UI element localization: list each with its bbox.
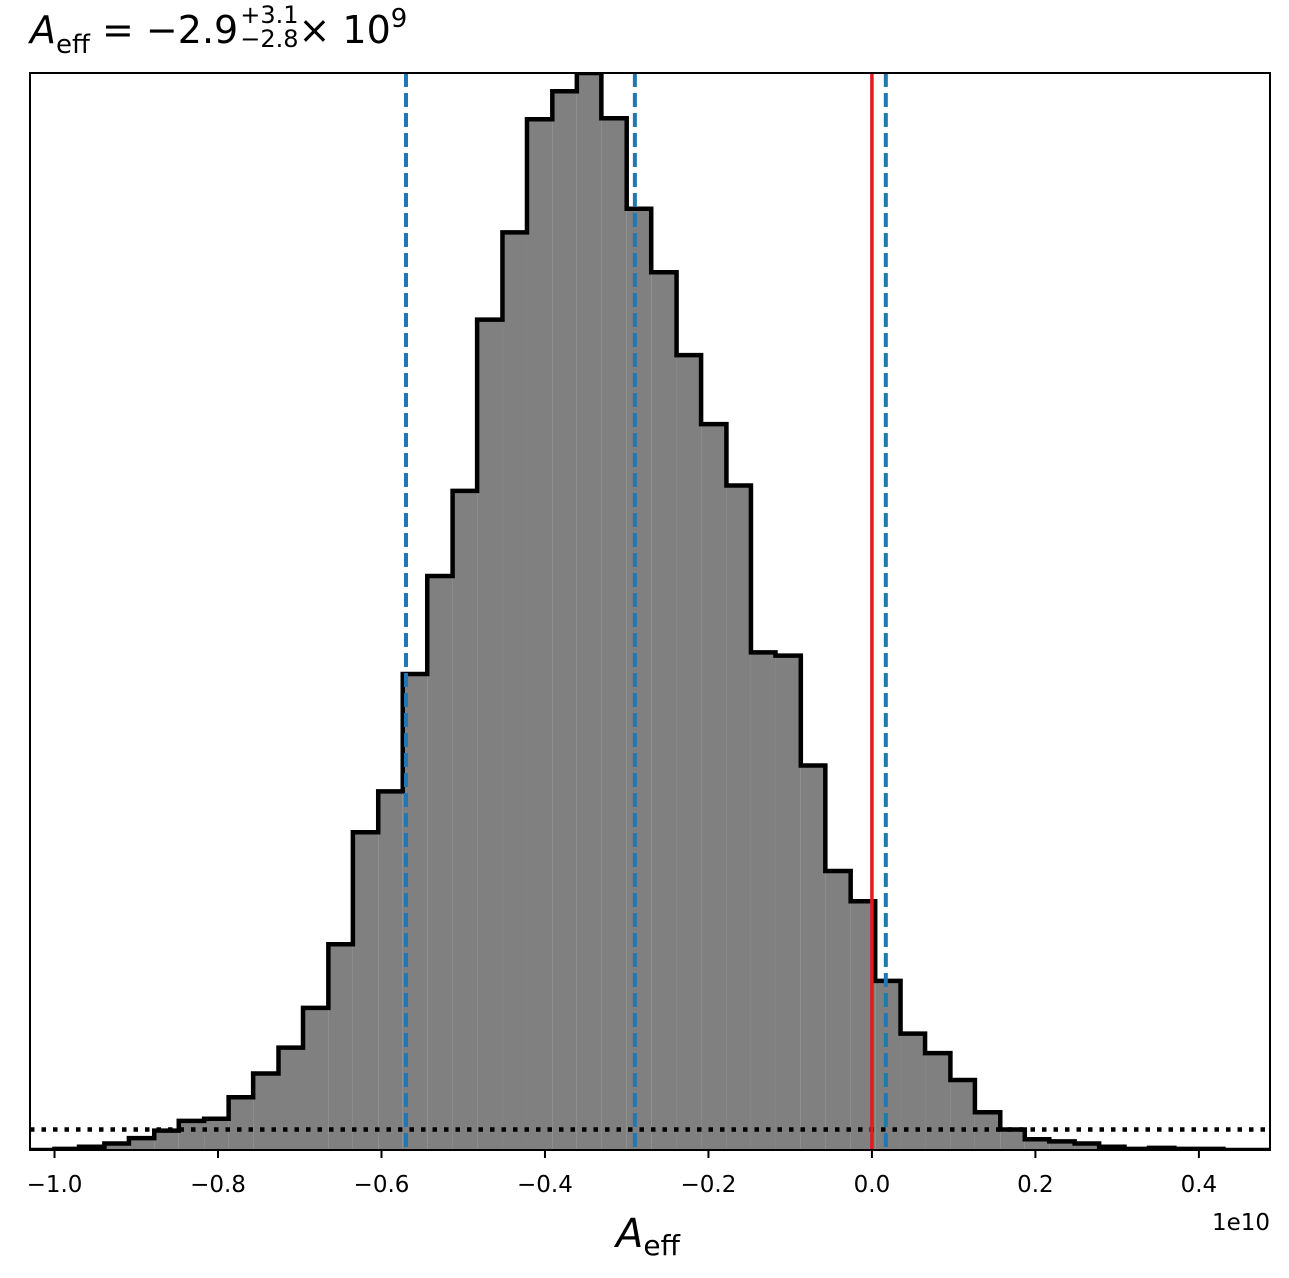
histogram-bar bbox=[701, 424, 727, 1150]
x-axis-label: Aeff bbox=[613, 1211, 681, 1262]
histogram-bar bbox=[576, 73, 602, 1150]
histogram-bar bbox=[552, 91, 577, 1150]
histogram-bar bbox=[427, 575, 453, 1150]
histogram-bar bbox=[204, 1118, 229, 1150]
title-value: = −2.9 bbox=[102, 8, 239, 52]
histogram-bar bbox=[526, 119, 553, 1150]
histogram-bar bbox=[726, 485, 751, 1150]
histogram-bar bbox=[452, 490, 478, 1150]
x-tick-label: 0.0 bbox=[854, 1172, 891, 1198]
histogram-bar bbox=[278, 1047, 304, 1150]
chart-title: Aeff = −2.9 +3.1 −2.8 × 109 bbox=[30, 3, 407, 61]
histogram-bar bbox=[750, 652, 776, 1150]
histogram-bar bbox=[477, 319, 503, 1150]
histogram-bar bbox=[228, 1097, 254, 1150]
x-axis-label-subscript: eff bbox=[643, 1229, 680, 1262]
histogram-bar bbox=[601, 118, 627, 1150]
histogram-bar bbox=[1074, 1143, 1100, 1150]
x-tick-label: −1.0 bbox=[27, 1172, 83, 1198]
title-errors: +3.1 −2.8 bbox=[240, 3, 298, 51]
histogram-bar bbox=[825, 871, 851, 1150]
histogram-bar bbox=[1049, 1141, 1075, 1150]
histogram-bar bbox=[104, 1143, 129, 1150]
title-plus-error: +3.1 bbox=[240, 0, 299, 29]
histogram-bar bbox=[676, 355, 702, 1150]
axes-frame bbox=[29, 72, 1271, 1151]
title-exponent: 9 bbox=[390, 4, 408, 34]
histogram-bar bbox=[154, 1130, 179, 1150]
x-tick-label: 0.4 bbox=[1181, 1172, 1218, 1198]
histogram-bar bbox=[800, 765, 826, 1150]
title-minus-error: −2.8 bbox=[240, 24, 299, 53]
x-axis-offset-label: 1e10 bbox=[1212, 1210, 1270, 1236]
histogram-bar bbox=[775, 655, 801, 1150]
histogram-bar bbox=[950, 1079, 975, 1150]
title-symbol: A bbox=[30, 8, 56, 52]
plot-area bbox=[30, 73, 1270, 1150]
histogram-bar bbox=[1024, 1139, 1050, 1150]
histogram-bar bbox=[303, 1007, 329, 1150]
histogram-bar bbox=[925, 1053, 951, 1150]
histogram-bar bbox=[178, 1120, 205, 1150]
x-tick-label: −0.6 bbox=[354, 1172, 410, 1198]
x-tick-label: −0.4 bbox=[517, 1172, 573, 1198]
title-symbol-subscript: eff bbox=[56, 30, 90, 60]
x-axis-ticks: −1.0 −0.8 −0.6 −0.4 −0.2 0.0 0.2 0.4 bbox=[27, 1150, 1218, 1198]
x-tick-label: −0.8 bbox=[190, 1172, 246, 1198]
histogram-bar bbox=[253, 1073, 279, 1150]
histogram-bar bbox=[651, 272, 677, 1150]
histogram-bar bbox=[875, 980, 901, 1150]
histogram-bar bbox=[1000, 1129, 1025, 1150]
histogram-bar bbox=[502, 232, 527, 1150]
histogram-bar bbox=[626, 208, 652, 1150]
histogram-bar bbox=[128, 1138, 155, 1150]
x-axis-label-symbol: A bbox=[613, 1211, 643, 1257]
x-tick-label: 0.2 bbox=[1017, 1172, 1054, 1198]
histogram-bar bbox=[378, 791, 403, 1150]
title-times-base: × 10 bbox=[298, 8, 391, 52]
histogram-bar bbox=[900, 1033, 926, 1150]
histogram-bar bbox=[328, 944, 353, 1150]
histogram-bar bbox=[352, 832, 379, 1150]
histogram-outline bbox=[30, 73, 1270, 1150]
x-tick-label: −0.2 bbox=[681, 1172, 737, 1198]
